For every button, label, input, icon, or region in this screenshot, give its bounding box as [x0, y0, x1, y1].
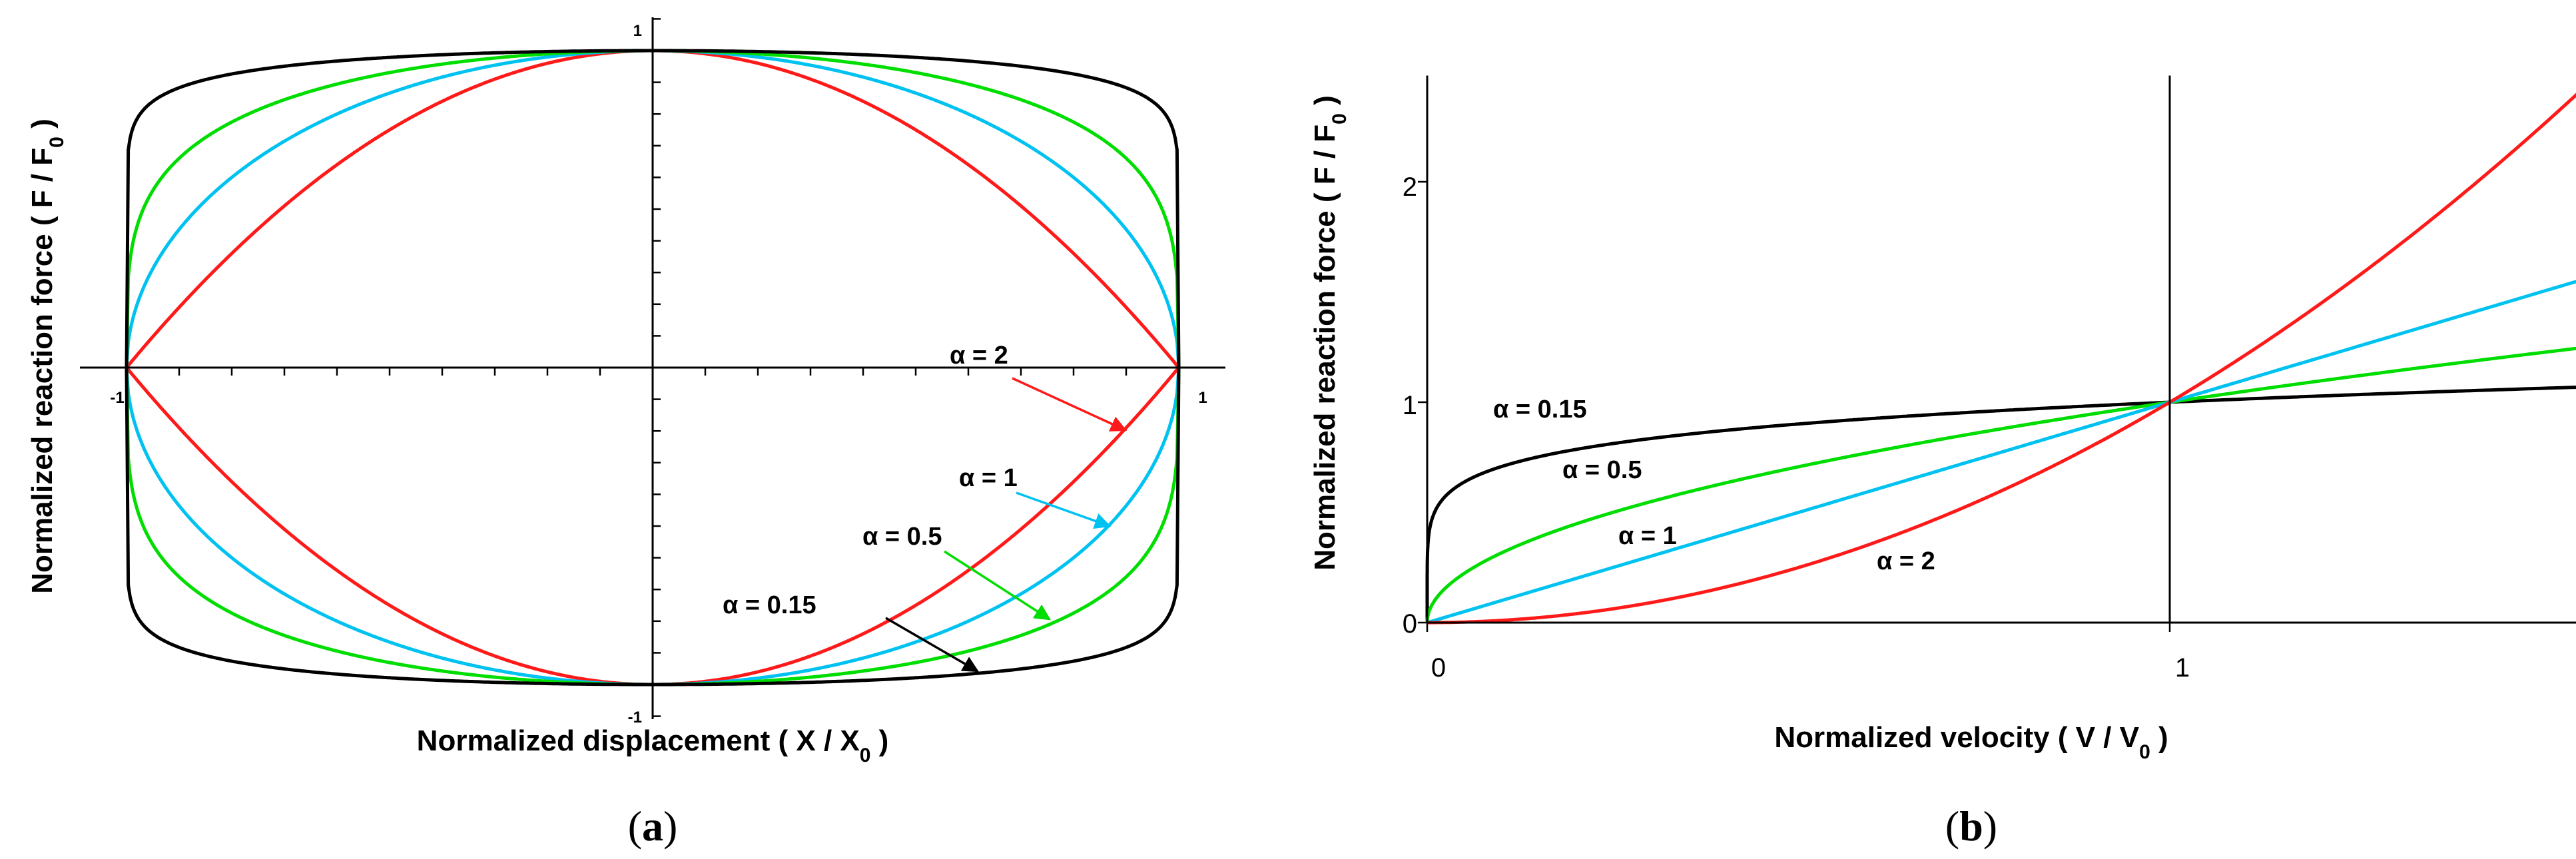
- panel-b-x-axis-title: Normalized velocity ( V / V0 ): [1774, 721, 2168, 763]
- panel-b-label-alpha-1: α = 1: [1618, 522, 1677, 550]
- panel-a-axes: [80, 17, 1225, 749]
- panel-a-arrow-alpha-0-15: [885, 617, 980, 673]
- panel-a-y-tick-label-min: -1: [628, 709, 642, 726]
- panel-b-series-alpha-1: [1425, 280, 2576, 625]
- panel-a-arrow-alpha-0-5: [944, 550, 1052, 621]
- panel-a-y-tick-label-max: 1: [633, 22, 642, 40]
- panel-b-annotations: α = 0.15 α = 0.5 α = 1 α = 2: [1493, 396, 1935, 575]
- panel-a-chart: -1 1 1 -1 Normalized displacement ( X / …: [26, 17, 1225, 850]
- panel-a-label-alpha-0-15: α = 0.15: [723, 591, 816, 619]
- panel-b-chart: 0 1 0 1 2 Normalized velocity ( V / V0 )…: [1309, 75, 2576, 850]
- panel-b-label-alpha-0-5: α = 0.5: [1562, 456, 1642, 484]
- panel-a-label-alpha-0-5: α = 0.5: [862, 523, 942, 551]
- panel-a-x-axis-title: Normalized displacement ( X / X0 ): [417, 724, 889, 766]
- panel-b-label: (b): [1945, 802, 1997, 850]
- panel-b-x-tick-label-0: 0: [1431, 653, 1446, 683]
- panel-b-series-alpha-0-5: [1425, 346, 2576, 625]
- panel-a-annotations: α = 2 α = 1 α = 0.5 α = 0.15: [723, 342, 1127, 673]
- panel-b-label-alpha-0-15: α = 0.15: [1493, 396, 1587, 424]
- panel-b-series-alpha-0-15: [1425, 386, 2576, 623]
- panel-b-y-tick-label-0: 0: [1403, 609, 1417, 639]
- panel-b-y-tick-label-2: 2: [1403, 172, 1417, 202]
- panel-a-label-alpha-1: α = 1: [959, 464, 1018, 492]
- panel-b-curves: [1425, 93, 2576, 625]
- panel-a-arrow-alpha-2: [1012, 377, 1127, 431]
- panel-a-y-axis-title: Normalized reaction force ( F / F0 ): [26, 119, 68, 593]
- panel-b-label-alpha-2: α = 2: [1877, 547, 1935, 575]
- panel-a-arrow-alpha-1: [1016, 491, 1112, 529]
- panel-b-axes: [1418, 75, 2576, 632]
- panel-a-x-tick-label-min: -1: [110, 389, 124, 407]
- panel-b-series-alpha-2: [1425, 93, 2576, 625]
- panel-a-label-alpha-2: α = 2: [950, 342, 1008, 370]
- panel-b-y-axis-title: Normalized reaction force ( F / F0 ): [1309, 95, 1351, 570]
- panel-b-y-tick-label-1: 1: [1403, 391, 1417, 420]
- panel-b-x-tick-label-1: 1: [2175, 653, 2190, 683]
- panel-a-label: (a): [628, 802, 678, 850]
- panel-a-x-tick-label-max: 1: [1198, 389, 1207, 407]
